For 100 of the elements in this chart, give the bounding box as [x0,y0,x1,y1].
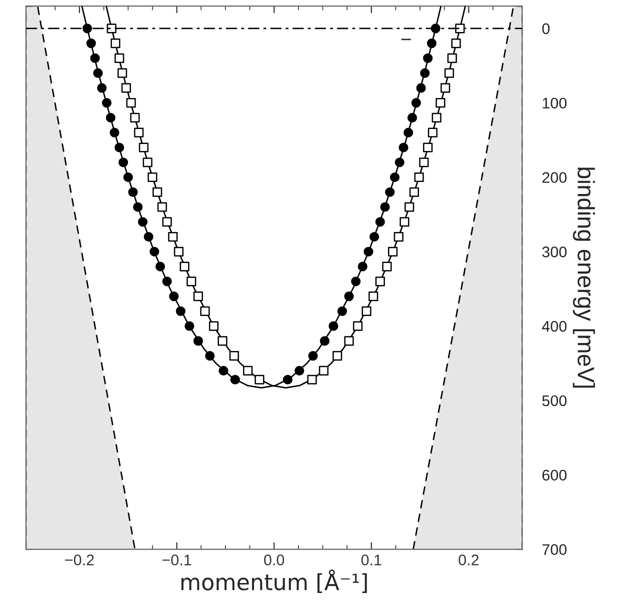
point [390,172,400,182]
point [426,38,437,48]
point [82,24,92,34]
y-tick-label: 700 [542,544,567,555]
point [176,306,186,316]
point [114,53,124,63]
point [150,246,160,256]
point [351,276,361,286]
point [162,276,172,286]
point [423,53,433,63]
point [394,232,404,242]
point [332,351,342,361]
point [142,158,152,168]
y-tick-label: 600 [542,470,567,481]
point [385,187,395,197]
point [444,68,454,78]
point [380,202,390,212]
point [404,128,414,138]
point [186,276,196,286]
point [358,262,368,272]
point [368,292,378,302]
point [110,38,120,48]
point [169,292,179,302]
point [106,112,116,123]
point [130,112,140,123]
point [110,128,120,138]
point [193,292,203,302]
point [133,202,143,212]
x-tick-label: −0.2 [65,554,94,566]
point [318,366,328,376]
point [436,98,446,108]
x-tick-label: 0.1 [361,554,382,566]
point [409,187,419,197]
point [97,83,107,93]
point [218,366,228,376]
point [155,262,166,272]
point [400,217,410,227]
x-axis-title: momentum [Å⁻¹] [181,569,367,594]
point [205,351,215,361]
point [404,202,414,212]
point [447,53,457,63]
point [114,142,124,152]
point [364,246,374,256]
point [193,336,203,346]
point [180,262,190,272]
point [344,292,354,302]
point [208,321,219,331]
point [388,246,398,256]
y-tick-label: 500 [542,395,567,406]
point [411,98,421,108]
point [230,374,240,384]
point [168,232,178,242]
point [382,262,392,272]
point [398,142,408,152]
point [138,142,148,152]
point [375,276,385,286]
point [344,336,354,346]
point [200,306,210,316]
point [432,112,442,123]
point [362,306,372,316]
y-tick-label: 200 [542,172,567,183]
point [423,142,433,152]
point [106,24,116,34]
annotation: − [401,38,411,40]
point [86,38,96,48]
point [370,232,380,242]
point [254,374,264,384]
y-axis-title: binding energy [meV] [572,168,595,388]
point [229,351,239,361]
point [184,321,194,331]
point [128,187,138,197]
point [294,366,304,376]
point [123,172,133,182]
point [117,68,128,78]
point [419,158,429,168]
point [218,336,228,346]
point [307,374,317,384]
point [282,374,292,384]
point [414,172,424,182]
point [243,366,253,376]
point [308,351,318,361]
point [126,98,136,108]
point [162,217,172,227]
point [451,38,461,48]
point [407,112,418,123]
point [394,158,404,168]
point [144,232,154,242]
point [157,202,167,212]
point [118,158,128,168]
point [416,83,426,93]
point [440,83,450,93]
point [138,217,148,227]
point [152,187,162,197]
point [328,321,338,331]
point [148,172,158,182]
point [102,98,112,108]
point [420,68,430,78]
point [134,128,144,138]
point [174,246,184,256]
x-tick-label: −0.1 [162,554,192,566]
